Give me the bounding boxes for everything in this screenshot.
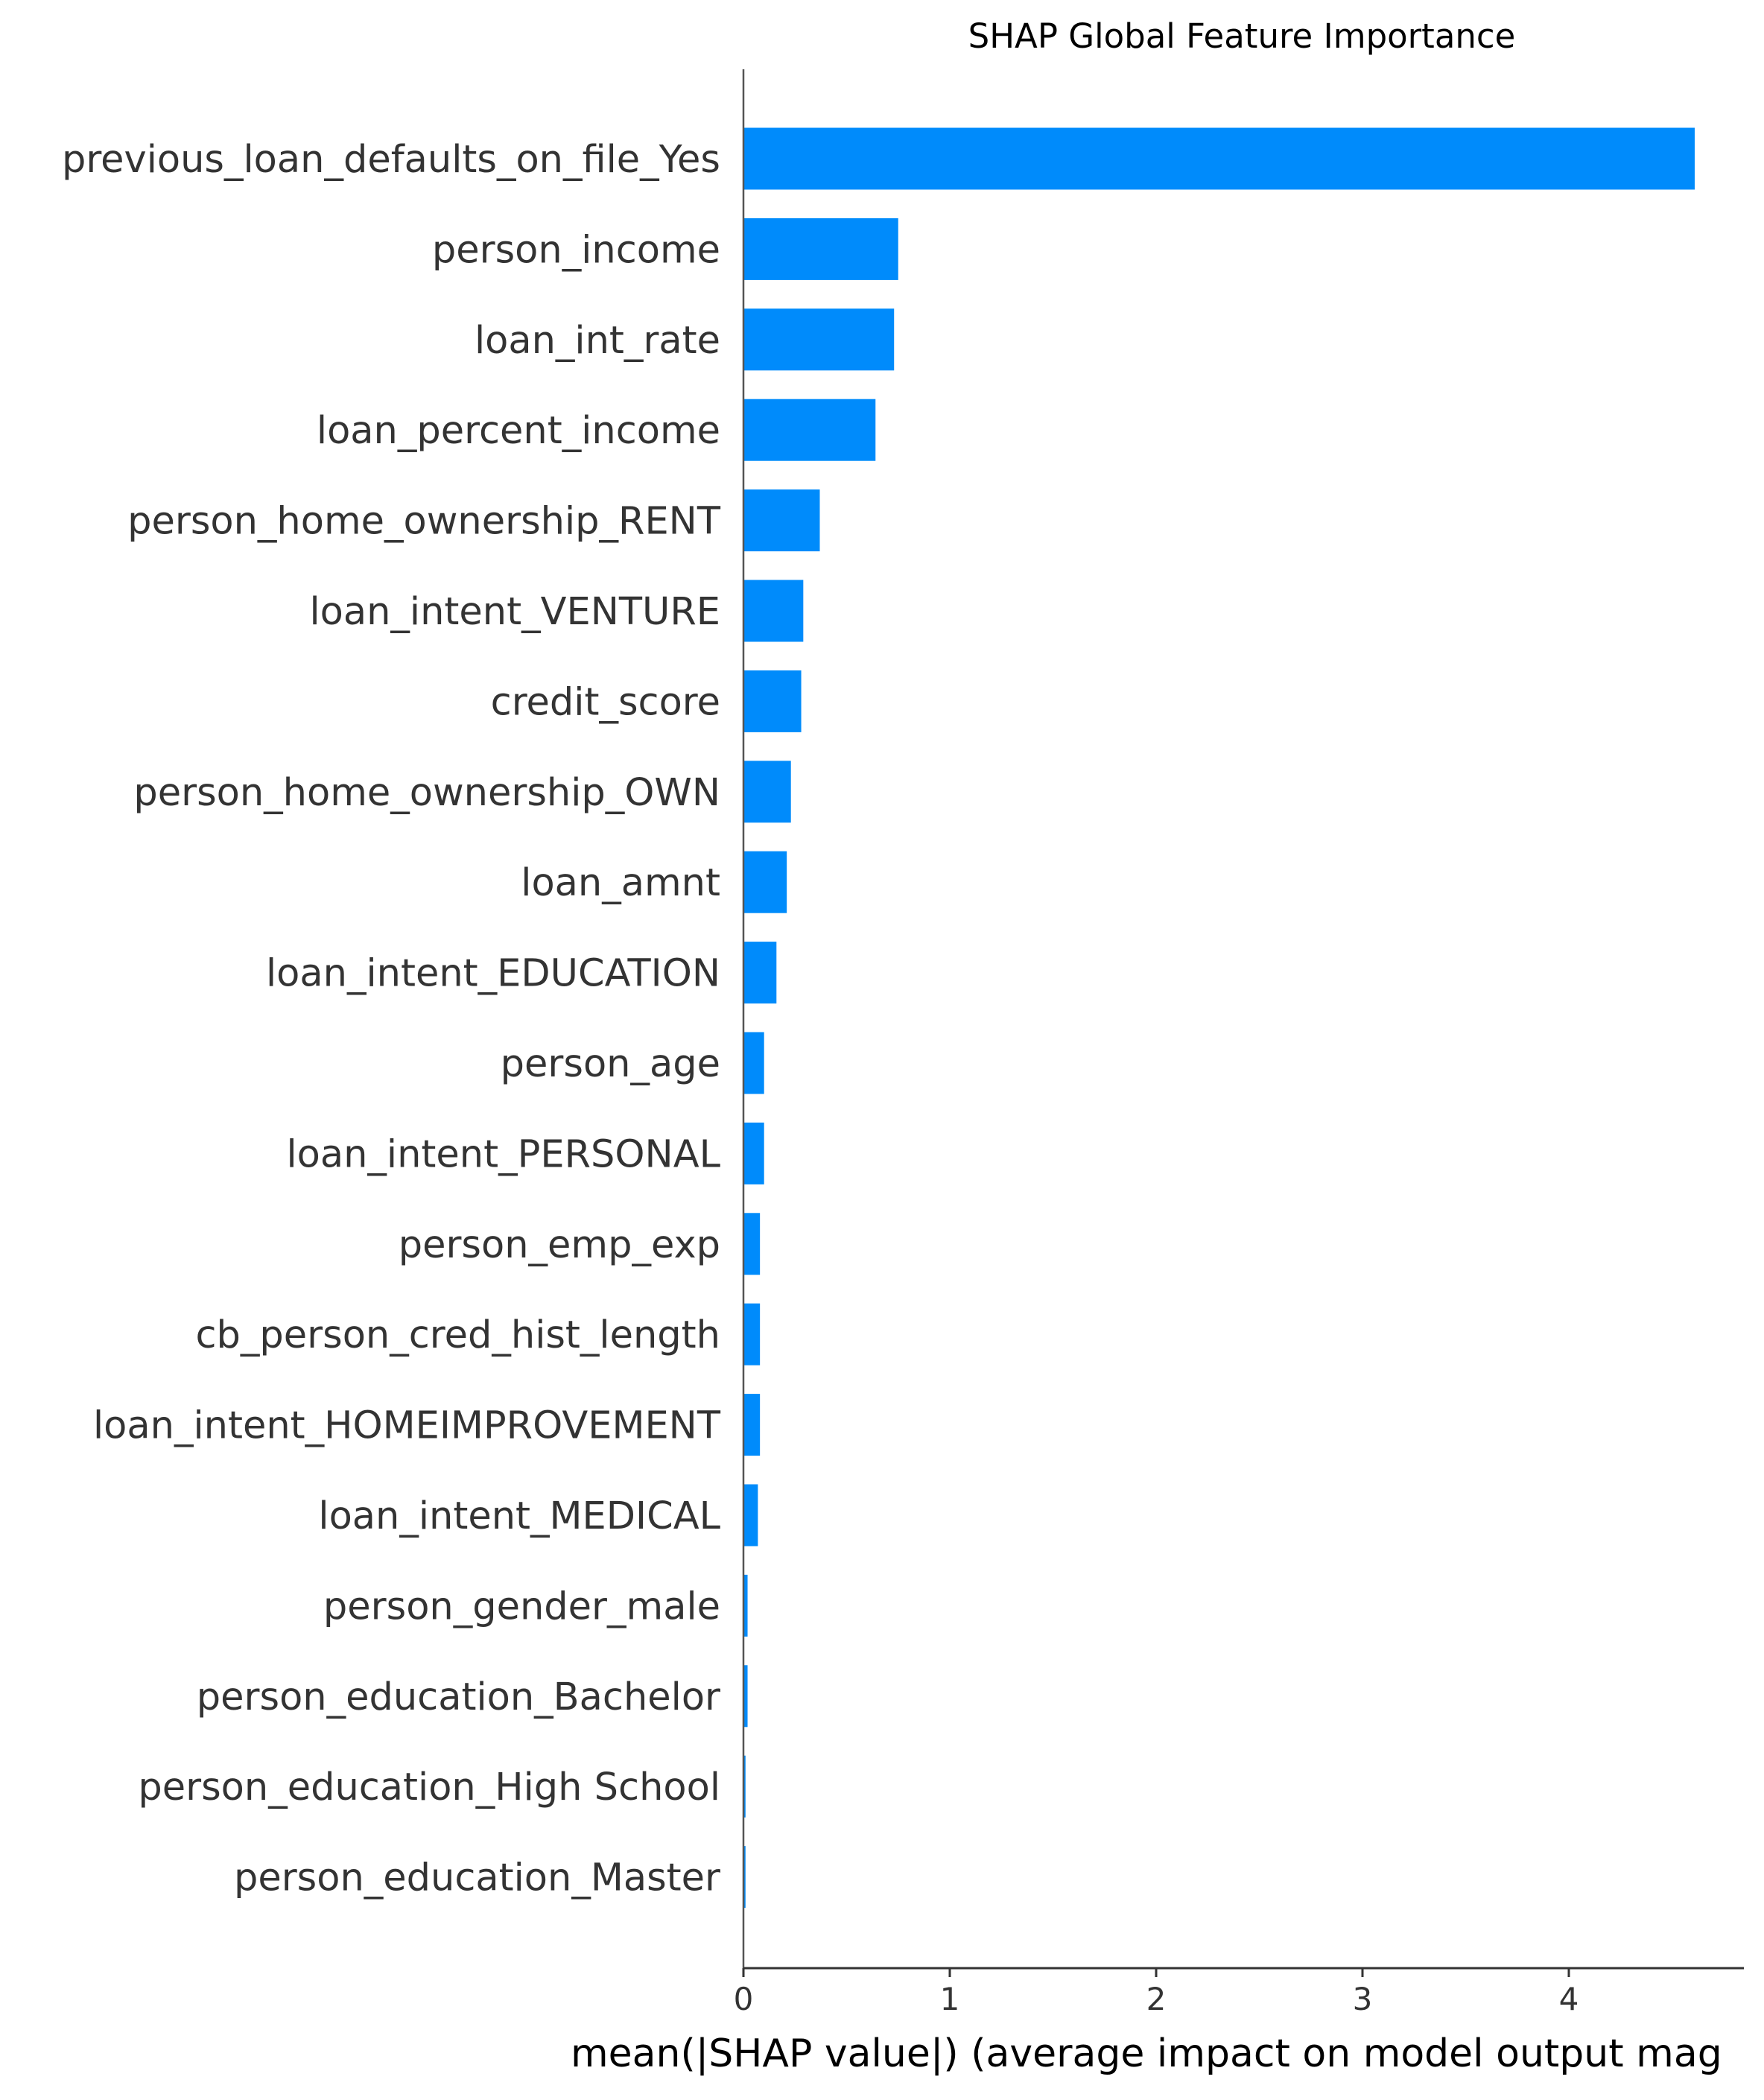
category-labels: previous_loan_defaults_on_file_Yesperson… bbox=[62, 138, 721, 1900]
x-axis-label: mean(|SHAP value|) (average impact on mo… bbox=[571, 2031, 1722, 2076]
bar-12 bbox=[743, 1213, 761, 1275]
category-label-14: loan_intent_HOMEIMPROVEMENT bbox=[93, 1404, 721, 1448]
bar-16 bbox=[743, 1574, 748, 1637]
bar-2 bbox=[743, 308, 895, 371]
x-tick-label-3: 3 bbox=[1353, 1981, 1373, 2017]
category-label-15: loan_intent_MEDICAL bbox=[318, 1494, 720, 1538]
category-label-17: person_education_Bachelor bbox=[197, 1675, 720, 1719]
category-label-5: loan_intent_VENTURE bbox=[309, 590, 720, 634]
category-label-1: person_income bbox=[432, 228, 720, 272]
category-label-7: person_home_ownership_OWN bbox=[133, 771, 720, 815]
bar-13 bbox=[743, 1303, 761, 1365]
category-label-13: cb_person_cred_hist_length bbox=[196, 1313, 721, 1357]
bar-7 bbox=[743, 761, 791, 823]
category-label-16: person_gender_male bbox=[323, 1584, 720, 1628]
bar-8 bbox=[743, 851, 787, 913]
category-label-2: loan_int_rate bbox=[475, 319, 720, 363]
bar-14 bbox=[743, 1394, 761, 1456]
bar-3 bbox=[743, 399, 876, 461]
bar-9 bbox=[743, 942, 777, 1004]
bars-layer bbox=[743, 127, 1695, 1909]
bar-15 bbox=[743, 1484, 758, 1547]
bar-6 bbox=[743, 670, 802, 732]
category-label-0: previous_loan_defaults_on_file_Yes bbox=[62, 138, 720, 182]
category-label-18: person_education_High School bbox=[138, 1766, 720, 1809]
x-tick-label-1: 1 bbox=[940, 1981, 960, 2017]
category-label-9: loan_intent_EDUCATION bbox=[266, 952, 720, 996]
category-label-19: person_education_Master bbox=[234, 1856, 720, 1900]
bar-0 bbox=[743, 127, 1695, 190]
bar-11 bbox=[743, 1122, 764, 1184]
category-label-3: loan_percent_income bbox=[317, 409, 720, 453]
category-label-10: person_age bbox=[501, 1042, 720, 1086]
bar-10 bbox=[743, 1032, 764, 1094]
x-tick-label-2: 2 bbox=[1146, 1981, 1167, 2017]
bar-5 bbox=[743, 580, 804, 642]
bar-17 bbox=[743, 1665, 748, 1728]
category-label-11: loan_intent_PERSONAL bbox=[286, 1132, 720, 1176]
chart-title: SHAP Global Feature Importance bbox=[968, 16, 1516, 56]
bar-1 bbox=[743, 218, 898, 280]
x-tick-label-0: 0 bbox=[734, 1981, 754, 2017]
category-label-4: person_home_ownership_RENT bbox=[127, 500, 721, 544]
bar-18 bbox=[743, 1755, 746, 1818]
bar-19 bbox=[743, 1846, 746, 1909]
category-label-6: credit_score bbox=[491, 680, 720, 724]
x-tick-label-4: 4 bbox=[1559, 1981, 1579, 2017]
x-ticks: 0 1 2 3 4 bbox=[734, 1968, 1579, 2017]
category-label-8: loan_amnt bbox=[521, 861, 720, 905]
bar-4 bbox=[743, 489, 820, 552]
category-label-12: person_emp_exp bbox=[399, 1223, 720, 1267]
